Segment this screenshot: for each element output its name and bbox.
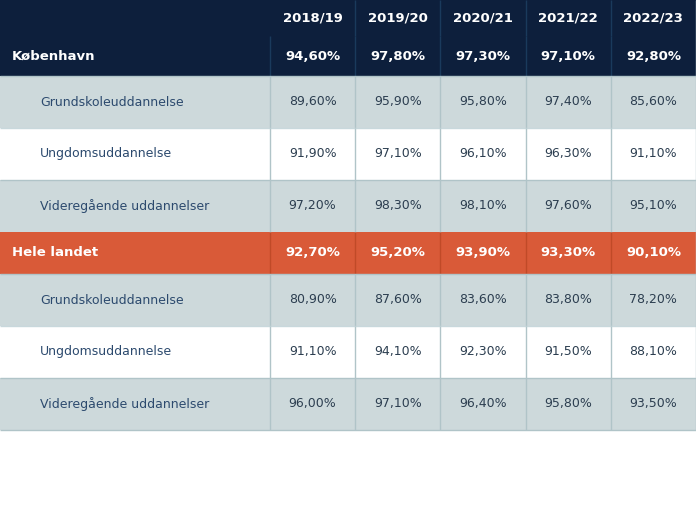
Text: 92,30%: 92,30% — [459, 346, 507, 359]
Text: 93,90%: 93,90% — [455, 246, 510, 259]
Bar — [0, 0, 696, 36]
Text: 96,30%: 96,30% — [544, 148, 592, 160]
Text: 92,80%: 92,80% — [626, 50, 681, 63]
Bar — [0, 128, 696, 180]
Text: 78,20%: 78,20% — [629, 293, 677, 306]
Text: 2020/21: 2020/21 — [453, 11, 513, 25]
Text: Videregående uddannelser: Videregående uddannelser — [40, 199, 209, 213]
Bar — [0, 180, 696, 232]
Text: 95,90%: 95,90% — [374, 96, 422, 109]
Bar — [0, 378, 696, 430]
Text: 80,90%: 80,90% — [289, 293, 337, 306]
Text: 85,60%: 85,60% — [629, 96, 677, 109]
Text: 2019/20: 2019/20 — [368, 11, 428, 25]
Text: 91,50%: 91,50% — [544, 346, 592, 359]
Text: 94,60%: 94,60% — [285, 50, 340, 63]
Text: 97,20%: 97,20% — [289, 199, 336, 212]
Text: 83,60%: 83,60% — [459, 293, 507, 306]
Bar — [0, 76, 696, 128]
Text: 2021/22: 2021/22 — [538, 11, 598, 25]
Text: 93,30%: 93,30% — [541, 246, 596, 259]
Text: 95,80%: 95,80% — [459, 96, 507, 109]
Text: Grundskoleuddannelse: Grundskoleuddannelse — [40, 96, 184, 109]
Text: Grundskoleuddannelse: Grundskoleuddannelse — [40, 293, 184, 306]
Text: 91,90%: 91,90% — [289, 148, 336, 160]
Text: 97,60%: 97,60% — [544, 199, 592, 212]
Text: 96,40%: 96,40% — [459, 397, 507, 410]
Text: 91,10%: 91,10% — [289, 346, 336, 359]
Text: Hele landet: Hele landet — [12, 246, 98, 259]
Text: 97,10%: 97,10% — [541, 50, 596, 63]
Text: 96,00%: 96,00% — [289, 397, 336, 410]
Bar — [0, 36, 696, 76]
Text: 97,10%: 97,10% — [374, 397, 422, 410]
Text: 94,10%: 94,10% — [374, 346, 422, 359]
Text: 98,10%: 98,10% — [459, 199, 507, 212]
Text: Ungdomsuddannelse: Ungdomsuddannelse — [40, 148, 172, 160]
Text: 88,10%: 88,10% — [629, 346, 677, 359]
Text: 2018/19: 2018/19 — [283, 11, 342, 25]
Bar — [0, 274, 696, 326]
Text: København: København — [12, 50, 95, 63]
Text: 87,60%: 87,60% — [374, 293, 422, 306]
Bar — [0, 326, 696, 378]
Text: 95,20%: 95,20% — [370, 246, 425, 259]
Text: 98,30%: 98,30% — [374, 199, 422, 212]
Text: 97,10%: 97,10% — [374, 148, 422, 160]
Text: 91,10%: 91,10% — [630, 148, 677, 160]
Text: 90,10%: 90,10% — [626, 246, 681, 259]
Text: 92,70%: 92,70% — [285, 246, 340, 259]
Text: 97,80%: 97,80% — [370, 50, 425, 63]
Text: 96,10%: 96,10% — [459, 148, 507, 160]
Text: 89,60%: 89,60% — [289, 96, 336, 109]
Text: 2022/23: 2022/23 — [624, 11, 683, 25]
Text: Ungdomsuddannelse: Ungdomsuddannelse — [40, 346, 172, 359]
Text: 95,80%: 95,80% — [544, 397, 592, 410]
Text: 93,50%: 93,50% — [629, 397, 677, 410]
Text: 97,30%: 97,30% — [455, 50, 510, 63]
Text: 83,80%: 83,80% — [544, 293, 592, 306]
Text: 97,40%: 97,40% — [544, 96, 592, 109]
Text: 95,10%: 95,10% — [629, 199, 677, 212]
Text: Videregående uddannelser: Videregående uddannelser — [40, 397, 209, 411]
Bar — [0, 232, 696, 274]
